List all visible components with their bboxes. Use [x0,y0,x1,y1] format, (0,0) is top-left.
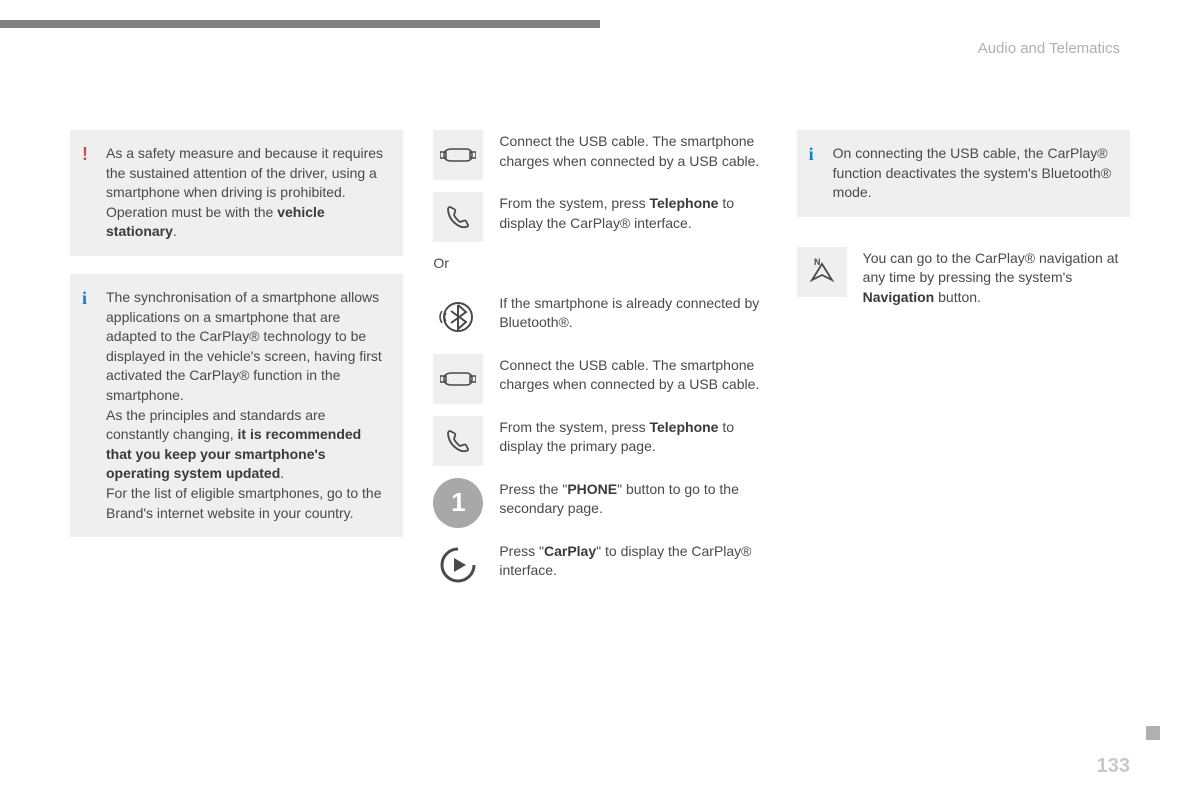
step-text: From the system, press Telephone to disp… [499,192,766,233]
usb-cable-icon [433,130,483,180]
svg-text:N: N [814,257,821,267]
info-text: On connecting the USB cable, the CarPlay… [833,144,1112,203]
warning-text-1: As a safety measure and because it requi… [106,144,385,203]
warning-text-2: Operation must be with the vehicle stati… [106,203,385,242]
page-number: 133 [1097,752,1130,780]
info-box-sync: i The synchronisation of a smartphone al… [70,274,403,537]
info-p2: As the principles and standards are cons… [106,406,385,484]
step-text: You can go to the CarPlay® navigation at… [863,247,1130,308]
step-bluetooth: If the smartphone is already connected b… [433,292,766,342]
column-left: ! As a safety measure and because it req… [70,130,403,602]
step-text: Press the "PHONE" button to go to the se… [499,478,766,519]
step-text: From the system, press Telephone to disp… [499,416,766,457]
usb-cable-icon [433,354,483,404]
step-navigation: N You can go to the CarPlay® navigation … [797,247,1130,308]
telephone-icon [433,416,483,466]
info-box-usb: i On connecting the USB cable, the CarPl… [797,130,1130,217]
corner-square [1146,726,1160,740]
carplay-icon [433,540,483,590]
telephone-icon [433,192,483,242]
bluetooth-icon [433,292,483,342]
step-telephone-1: From the system, press Telephone to disp… [433,192,766,242]
step-text: Connect the USB cable. The smartphone ch… [499,130,766,171]
step-usb-2: Connect the USB cable. The smartphone ch… [433,354,766,404]
step-phone-button: 1 Press the "PHONE" button to go to the … [433,478,766,528]
step-text: If the smartphone is already connected b… [499,292,766,333]
warning-icon: ! [82,142,88,167]
step-telephone-2: From the system, press Telephone to disp… [433,416,766,466]
column-right: i On connecting the USB cable, the CarPl… [797,130,1130,602]
section-header: Audio and Telematics [978,38,1120,59]
step-text: Press "CarPlay" to display the CarPlay® … [499,540,766,581]
top-accent-bar [0,20,600,28]
page-content: ! As a safety measure and because it req… [70,130,1130,602]
column-middle: Connect the USB cable. The smartphone ch… [433,130,766,602]
info-p3: For the list of eligible smartphones, go… [106,484,385,523]
info-icon: i [809,142,814,167]
navigation-icon: N [797,247,847,297]
warning-box: ! As a safety measure and because it req… [70,130,403,256]
step-carplay: Press "CarPlay" to display the CarPlay® … [433,540,766,590]
step-text: Connect the USB cable. The smartphone ch… [499,354,766,395]
step-number-icon: 1 [433,478,483,528]
info-icon: i [82,286,87,311]
info-p1: The synchronisation of a smartphone allo… [106,288,385,406]
step-usb-1: Connect the USB cable. The smartphone ch… [433,130,766,180]
or-separator: Or [433,254,766,274]
